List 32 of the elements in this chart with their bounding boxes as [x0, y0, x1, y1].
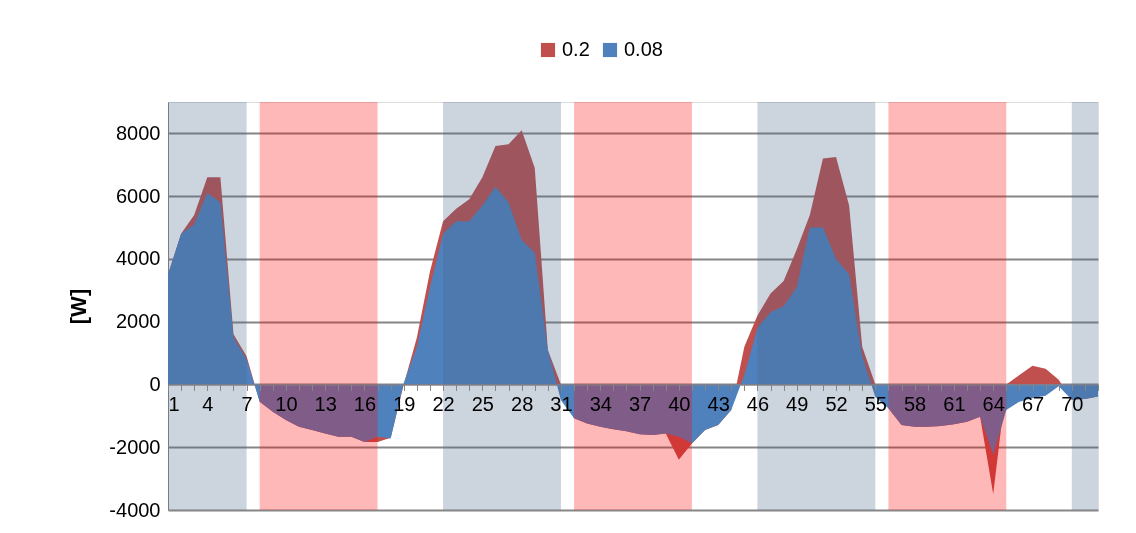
x-tick-label: 7 [241, 392, 253, 415]
x-tick-label: 67 [1021, 392, 1045, 415]
x-tick-label: 46 [746, 392, 770, 415]
x-tick-label: 25 [471, 392, 494, 415]
legend-label: 0.08 [624, 38, 663, 60]
x-tick-label: 13 [314, 392, 337, 415]
x-tick-label: 70 [1061, 392, 1084, 415]
y-tick-label: 4000 [116, 247, 161, 270]
x-tick-label: 4 [202, 392, 214, 415]
x-tick-label: 55 [864, 392, 887, 415]
y-tick-label: 0 [149, 372, 161, 395]
x-tick-label: 22 [432, 392, 455, 415]
x-tick-label: 37 [628, 392, 652, 415]
legend-label: 0.2 [562, 38, 590, 60]
x-tick-label: 61 [943, 392, 966, 415]
x-tick-label: 43 [707, 392, 730, 415]
x-tick-label: 52 [825, 392, 848, 415]
x-tick-label: 10 [275, 392, 298, 415]
y-tick-label: 6000 [116, 184, 161, 207]
y-tick-label: 8000 [116, 121, 161, 144]
x-tick-label: 64 [982, 392, 1005, 415]
x-tick-label: 16 [353, 392, 377, 415]
x-tick-label: 58 [903, 392, 927, 415]
y-tick-label: -2000 [109, 435, 161, 458]
x-tick-label: 34 [589, 392, 612, 415]
y-tick-label: -4000 [109, 498, 161, 521]
y-axis-title: [W] [66, 288, 92, 325]
x-tick-label: 40 [668, 392, 691, 415]
x-tick-label: 28 [511, 392, 534, 415]
x-tick-label: 1 [168, 392, 180, 415]
x-tick-label: 49 [786, 392, 809, 415]
y-tick-label: 2000 [116, 310, 161, 333]
